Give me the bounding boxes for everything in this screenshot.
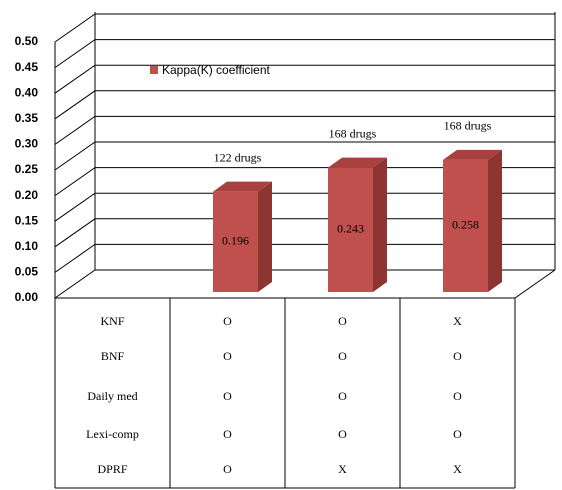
table-cell: Lexi-comp xyxy=(86,427,139,441)
table-cell: Daily med xyxy=(87,389,137,403)
grid-line xyxy=(54,141,555,171)
y-tick-label: 0.35 xyxy=(15,111,39,125)
table-cell: O xyxy=(223,349,232,363)
bar-side xyxy=(488,149,502,292)
bar-top xyxy=(443,149,502,160)
bar xyxy=(443,159,488,292)
table-cell: O xyxy=(338,314,347,328)
table-cell: O xyxy=(338,427,347,441)
bar-top xyxy=(328,157,387,168)
bar-side xyxy=(373,157,387,292)
table-cell: O xyxy=(223,462,232,476)
table-cell: O xyxy=(223,427,232,441)
grid-line xyxy=(54,90,555,120)
value-label: 0.196 xyxy=(222,234,249,248)
grid-line xyxy=(54,218,555,248)
bar-side xyxy=(258,181,272,292)
y-tick-label: 0.10 xyxy=(15,239,39,253)
legend-label: Kappa(K) coefficient xyxy=(162,63,271,77)
value-label: 0.243 xyxy=(337,222,364,236)
grid-line xyxy=(54,243,555,273)
bar xyxy=(213,191,258,292)
table-cell: X xyxy=(453,314,462,328)
grid-line xyxy=(54,64,555,94)
grid-line xyxy=(54,39,555,69)
table-cell: O xyxy=(338,349,347,363)
grid-line xyxy=(54,192,555,222)
table-cell: O xyxy=(223,314,232,328)
annotation: 168 drugs xyxy=(444,119,492,133)
y-tick-label: 0.45 xyxy=(15,60,39,74)
table-cell: O xyxy=(223,389,232,403)
table-cell: DPRF xyxy=(97,462,127,476)
table-cell: O xyxy=(338,389,347,403)
table-cell: O xyxy=(453,427,462,441)
bar-top xyxy=(213,181,272,192)
annotation: 168 drugs xyxy=(329,126,377,140)
y-tick-label: 0.40 xyxy=(15,85,39,99)
grid-line xyxy=(54,269,555,299)
table-cell: O xyxy=(453,349,462,363)
table-cell: X xyxy=(453,462,462,476)
y-tick-label: 0.20 xyxy=(15,188,39,202)
y-tick-label: 0.30 xyxy=(15,137,39,151)
table-cell: BNF xyxy=(101,349,125,363)
bar xyxy=(328,167,373,292)
y-tick-label: 0.50 xyxy=(15,34,39,48)
grid-line xyxy=(54,167,555,197)
value-label: 0.258 xyxy=(452,218,479,232)
grid-line xyxy=(54,115,555,145)
y-tick-label: 0.15 xyxy=(15,213,39,227)
y-tick-label: 0.00 xyxy=(15,290,39,304)
table-cell: KNF xyxy=(100,314,124,328)
y-tick-label: 0.05 xyxy=(15,265,39,279)
table-cell: X xyxy=(338,462,347,476)
y-tick-label: 0.25 xyxy=(15,162,39,176)
grid-line xyxy=(54,13,555,43)
annotation: 122 drugs xyxy=(214,150,262,164)
legend-swatch xyxy=(150,66,158,74)
table-cell: O xyxy=(453,389,462,403)
